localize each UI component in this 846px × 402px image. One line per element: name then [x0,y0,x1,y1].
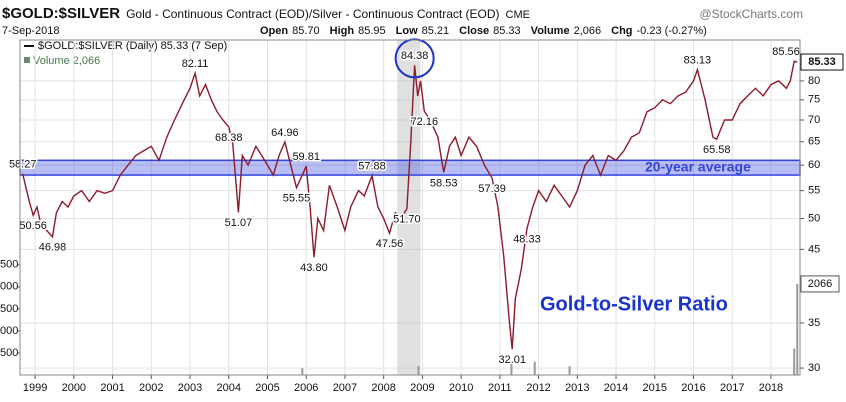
description: Gold - Continuous Contract (EOD)/Silver … [126,7,499,21]
point-label: 85.56 [772,46,800,58]
point-label: 82.11 [182,58,209,70]
stat-label: High [330,25,355,37]
x-tick-label: 2016 [681,382,705,394]
stat-value: 2,066 [574,25,602,37]
y-tick-label: 80 [808,75,820,87]
x-tick-label: 2006 [294,382,318,394]
x-tick-label: 2002 [139,382,163,394]
watermark: @StockCharts.com [699,7,803,21]
chart-title: Gold-to-Silver Ratio [540,293,728,315]
y-tick-label: 45 [808,243,820,255]
point-label: 65.58 [703,144,731,156]
x-tick-label: 2011 [488,382,512,394]
volume-bar [568,366,571,375]
last-volume-box [800,275,840,293]
y-tick-label: 30 [808,362,820,374]
y-tick-label: 70 [808,114,820,126]
stat-value: 85.70 [292,25,320,37]
stat-value: -0.23 (-0.27%) [637,25,707,37]
stat-label: Volume [531,25,570,37]
x-tick-label: 2009 [410,382,434,394]
date: 7-Sep-2018 [2,25,60,37]
legend-volume-swatch [24,57,30,63]
legend-volume: Volume 2,066 [33,55,100,67]
volume-bar [301,368,304,375]
x-tick-label: 2017 [720,382,744,394]
point-label: 51.07 [225,217,253,229]
volume-bar [796,283,799,375]
volume-bar [510,363,513,375]
point-label: 55.55 [283,193,311,205]
y2-tick-label: 500 [0,303,18,315]
plot-border [19,39,801,376]
y2-tick-label: 000 [0,325,18,337]
x-tick-label: 2014 [604,382,628,394]
point-label: 59.81 [292,151,320,163]
x-tick-label: 2013 [565,382,589,394]
point-label: 51.70 [393,214,421,226]
y-tick-label: 55 [808,185,820,197]
point-label: 43.80 [300,262,328,274]
y2-tick-label: 500 [0,259,18,271]
band-label: 20-year average [645,158,751,174]
stat-label: Chg [611,25,632,37]
point-label: 50.56 [19,220,47,232]
legend-price: $GOLD:$SILVER (Daily) 85.33 (7 Sep) [38,40,227,52]
last-value-label: 85.33 [808,56,836,68]
x-tick-label: 2012 [526,382,550,394]
x-tick-label: 2003 [178,382,202,394]
highlight-period [397,40,421,375]
last-value-box [800,53,844,71]
point-label: 83.13 [684,55,712,67]
point-label: 68.38 [215,132,243,144]
point-label: 57.88 [358,161,386,173]
x-tick-label: 2007 [333,382,357,394]
stat-label: Low [396,25,418,37]
stat-value: 85.33 [493,25,521,37]
x-tick-label: 2015 [643,382,667,394]
x-tick-label: 2005 [255,382,279,394]
x-tick-label: 2008 [371,382,395,394]
x-tick-label: 1999 [23,382,47,394]
point-label: 48.33 [513,233,541,245]
x-tick-label: 2000 [62,382,86,394]
volume-bar [417,366,420,375]
y2-tick-label: 000 [0,281,18,293]
symbol: $GOLD:$SILVER [2,5,120,22]
point-label: 84.38 [401,50,429,62]
point-label: 58.53 [430,177,458,189]
point-label: 46.98 [39,242,67,254]
volume-bar [533,361,536,375]
point-label: 32.01 [498,354,526,366]
stat-value: 85.21 [422,25,450,37]
stat-label: Close [459,25,489,37]
x-tick-label: 2004 [217,382,241,394]
highlight-circle [394,38,435,79]
point-label: 72.16 [411,116,439,128]
stat-label: Open [260,25,288,37]
y-tick-label: 35 [808,317,820,329]
y-tick-label: 60 [808,159,820,171]
y-tick-label: 65 [808,136,820,148]
point-label: 58.27 [9,159,37,171]
y-tick-label: 75 [808,94,820,106]
x-tick-label: 2001 [100,382,124,394]
y-tick-label: 50 [808,212,820,224]
exchange: CME [506,9,530,21]
point-label: 47.56 [376,238,404,250]
stat-value: 85.95 [358,25,386,37]
point-label: 64.96 [271,127,299,139]
last-volume-label: 2066 [808,278,832,290]
volume-bar [793,348,796,375]
x-tick-label: 2010 [449,382,473,394]
price-line [22,60,798,350]
point-label: 57.39 [478,183,506,195]
x-tick-label: 2018 [759,382,783,394]
y2-tick-label: 500 [0,347,18,359]
